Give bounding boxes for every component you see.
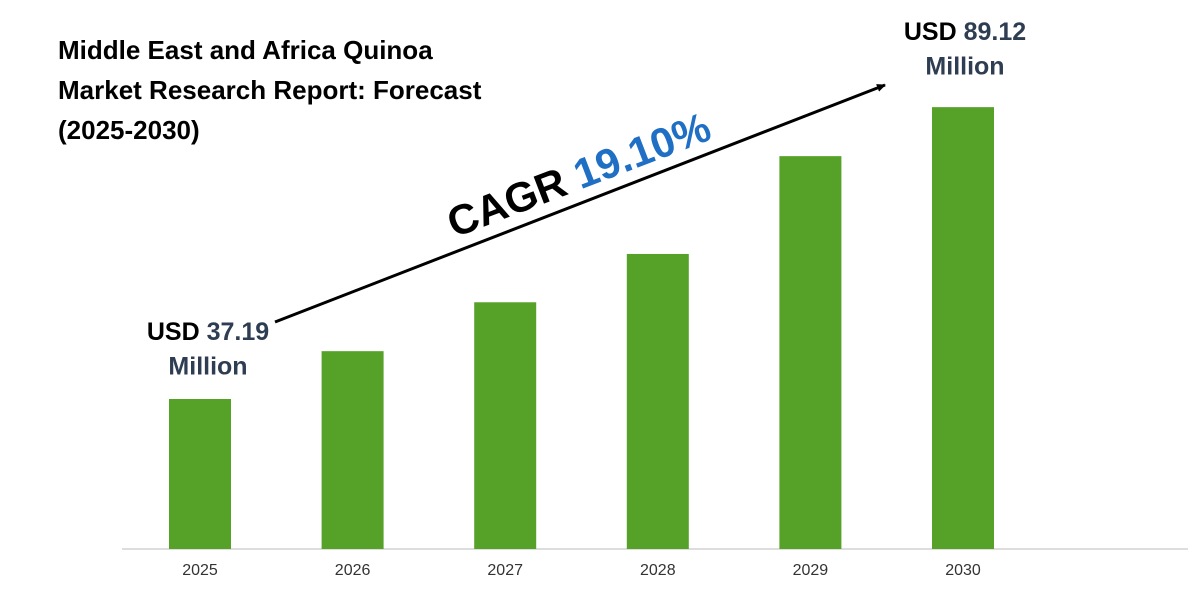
value-number: 37.19 xyxy=(207,318,270,346)
value-number: 89.12 xyxy=(964,18,1027,46)
bar xyxy=(626,253,689,549)
chart-title: Middle East and Africa Quinoa xyxy=(58,35,433,65)
cagr-annotation: CAGR 19.10% xyxy=(441,103,717,246)
x-tick-label: 2030 xyxy=(945,562,981,579)
trend-arrow xyxy=(274,83,886,324)
bar xyxy=(779,156,842,550)
chart-title: (2025-2030) xyxy=(58,115,200,145)
x-tick-label: 2029 xyxy=(793,562,829,579)
value-unit-prefix: USD xyxy=(147,318,200,346)
bar xyxy=(474,302,537,549)
value-label: USD 37.19 xyxy=(147,318,269,346)
value-unit-suffix: Million xyxy=(925,53,1004,81)
value-unit-prefix: USD xyxy=(904,18,957,46)
cagr-value: 19.10% xyxy=(567,103,717,198)
chart-title: Market Research Report: Forecast xyxy=(58,75,482,105)
value-unit-suffix: Million xyxy=(168,353,247,381)
bar xyxy=(321,351,384,549)
x-tick-label: 2025 xyxy=(182,562,218,579)
bar xyxy=(169,398,231,549)
x-tick-label: 2028 xyxy=(640,562,676,579)
bar xyxy=(932,107,994,549)
value-label: USD 89.12 xyxy=(904,18,1026,46)
x-tick-label: 2026 xyxy=(335,562,371,579)
x-tick-label: 2027 xyxy=(487,562,523,579)
